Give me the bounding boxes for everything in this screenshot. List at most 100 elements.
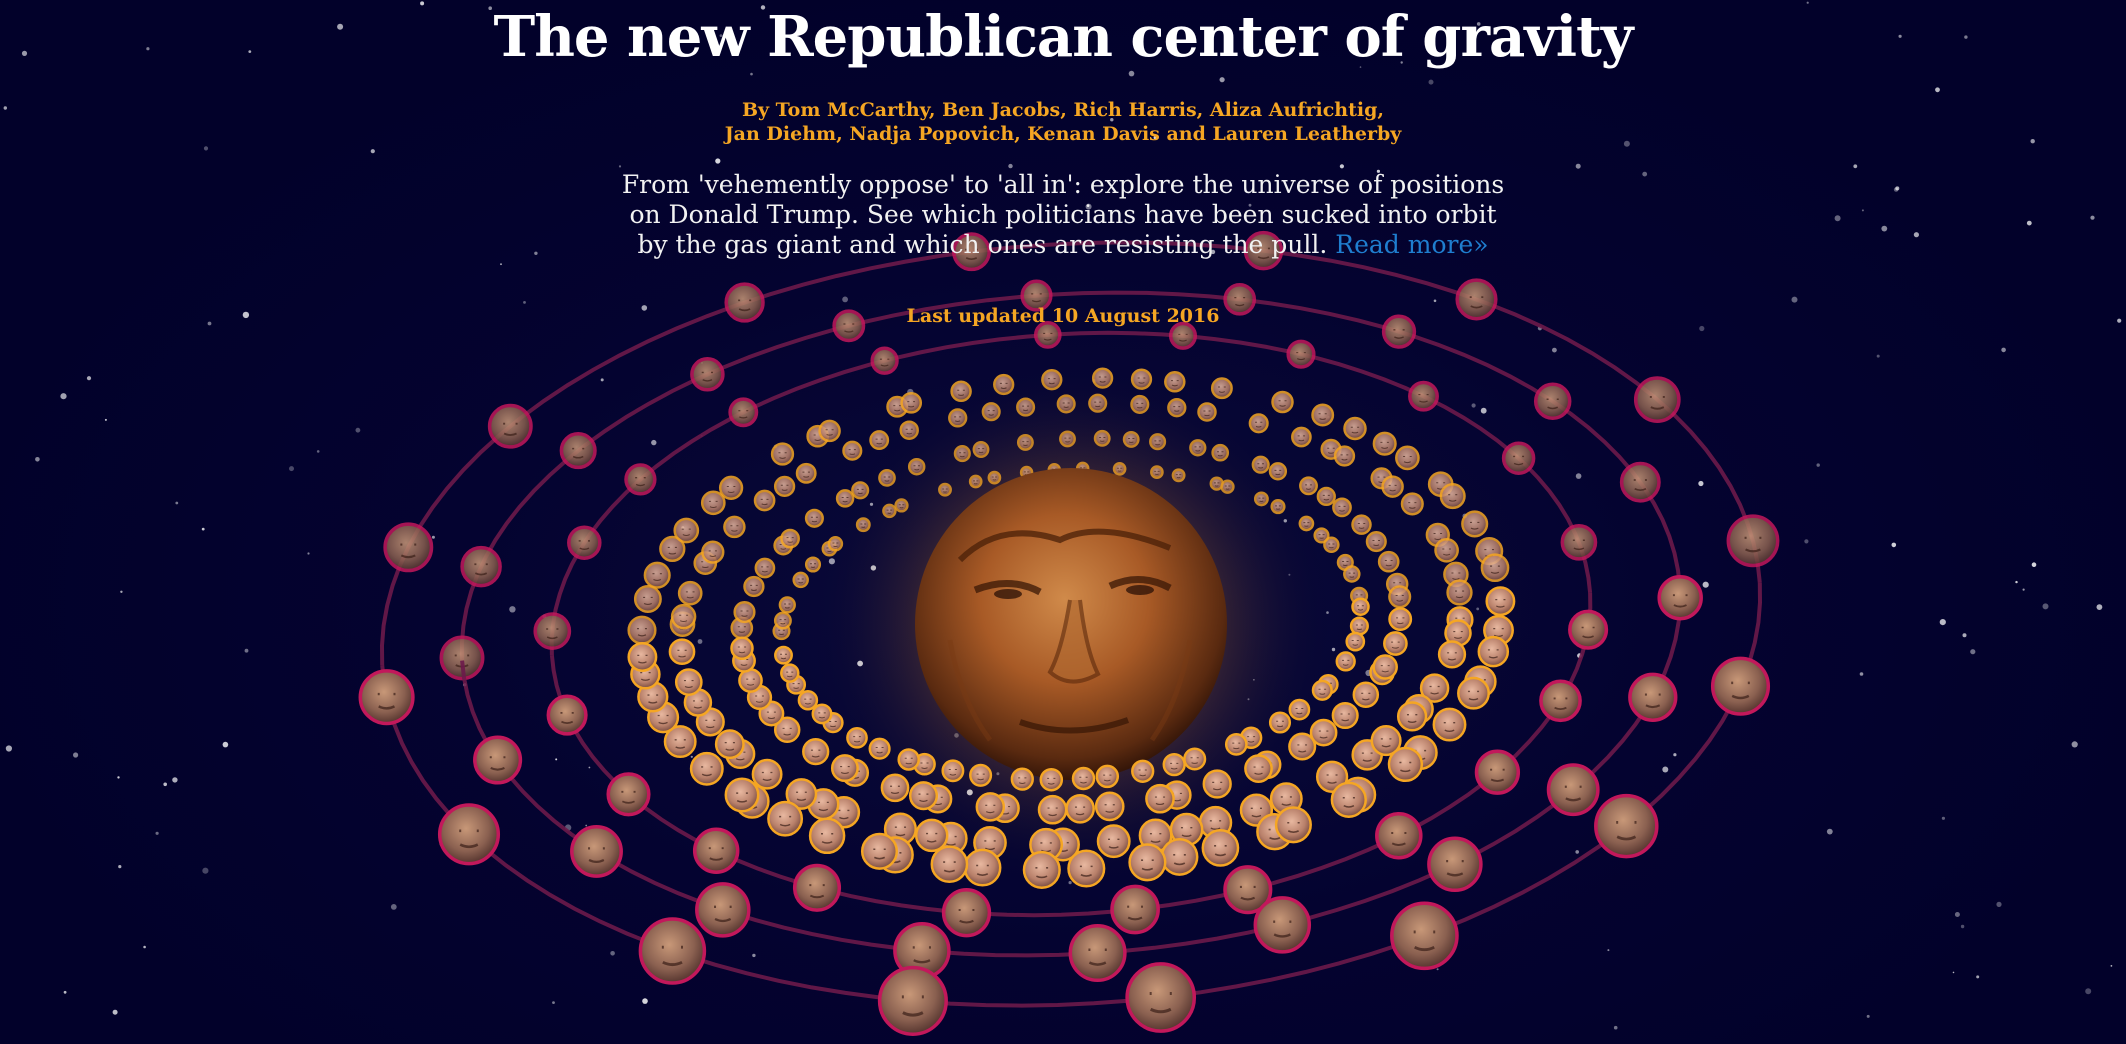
- politician-avatar-icon[interactable]: [724, 282, 765, 323]
- politician-avatar-icon[interactable]: [1546, 763, 1600, 817]
- politician-avatar-icon[interactable]: [1201, 829, 1240, 867]
- politician-avatar-icon[interactable]: [659, 535, 686, 563]
- politician-avatar-icon[interactable]: [1291, 426, 1312, 448]
- politician-avatar-icon[interactable]: [1375, 811, 1423, 860]
- politician-avatar-icon[interactable]: [1568, 609, 1609, 650]
- politician-avatar-icon[interactable]: [877, 965, 948, 1036]
- politician-avatar-icon[interactable]: [383, 522, 434, 573]
- politician-avatar-icon[interactable]: [1432, 707, 1467, 742]
- politician-avatar-icon[interactable]: [1381, 475, 1404, 498]
- politician-avatar-icon[interactable]: [808, 817, 846, 855]
- politician-avatar-icon[interactable]: [930, 845, 969, 884]
- politician-avatar-icon[interactable]: [1330, 781, 1367, 818]
- politician-avatar-icon[interactable]: [1223, 865, 1273, 915]
- politician-avatar-icon[interactable]: [1022, 850, 1061, 889]
- politician-avatar-icon[interactable]: [1335, 651, 1356, 672]
- politician-avatar-icon[interactable]: [846, 726, 868, 749]
- politician-avatar-icon[interactable]: [941, 888, 992, 938]
- politician-avatar-icon[interactable]: [1485, 586, 1516, 617]
- politician-avatar-icon[interactable]: [487, 403, 533, 449]
- politician-avatar-icon[interactable]: [677, 580, 703, 606]
- politician-avatar-icon[interactable]: [1351, 514, 1372, 535]
- politician-avatar-icon[interactable]: [624, 463, 657, 496]
- politician-avatar-icon[interactable]: [567, 525, 602, 560]
- politician-avatar-icon[interactable]: [1365, 531, 1387, 553]
- politician-avatar-icon[interactable]: [1370, 725, 1402, 757]
- politician-avatar-icon[interactable]: [802, 737, 830, 766]
- politician-avatar-icon[interactable]: [1125, 962, 1197, 1033]
- politician-avatar-icon[interactable]: [1343, 565, 1361, 583]
- politician-avatar-icon[interactable]: [1160, 837, 1199, 876]
- politician-avatar-icon[interactable]: [1168, 321, 1198, 350]
- politician-avatar-icon[interactable]: [670, 603, 697, 630]
- politician-avatar-icon[interactable]: [1071, 766, 1096, 791]
- politician-avatar-icon[interactable]: [1387, 746, 1424, 783]
- politician-avatar-icon[interactable]: [1210, 377, 1233, 400]
- politician-avatar-icon[interactable]: [701, 540, 725, 564]
- politician-avatar-icon[interactable]: [1395, 445, 1420, 471]
- politician-avatar-icon[interactable]: [638, 917, 707, 985]
- politician-avatar-icon[interactable]: [663, 725, 697, 759]
- politician-avatar-icon[interactable]: [1446, 579, 1473, 606]
- politician-avatar-icon[interactable]: [780, 528, 800, 549]
- politician-avatar-icon[interactable]: [1372, 431, 1397, 456]
- politician-avatar-icon[interactable]: [1594, 793, 1659, 859]
- politician-avatar-icon[interactable]: [1377, 550, 1400, 573]
- politician-avatar-icon[interactable]: [1352, 681, 1380, 708]
- politician-avatar-icon[interactable]: [1400, 492, 1424, 516]
- politician-avatar-icon[interactable]: [1128, 843, 1167, 882]
- politician-avatar-icon[interactable]: [700, 490, 726, 516]
- politician-avatar-icon[interactable]: [689, 751, 724, 786]
- politician-avatar-icon[interactable]: [1244, 754, 1273, 783]
- politician-avatar-icon[interactable]: [1183, 747, 1207, 771]
- politician-avatar-icon[interactable]: [1068, 923, 1127, 983]
- politician-avatar-icon[interactable]: [1533, 382, 1572, 420]
- politician-avatar-icon[interactable]: [1033, 321, 1062, 349]
- politician-avatar-icon[interactable]: [633, 585, 662, 613]
- politician-avatar-icon[interactable]: [1288, 732, 1317, 761]
- politician-avatar-icon[interactable]: [1455, 278, 1498, 321]
- politician-avatar-icon[interactable]: [1477, 635, 1510, 668]
- politician-avatar-icon[interactable]: [1332, 497, 1352, 518]
- politician-avatar-icon[interactable]: [1657, 574, 1703, 621]
- politician-avatar-icon[interactable]: [733, 601, 756, 624]
- politician-avatar-icon[interactable]: [559, 432, 597, 470]
- politician-avatar-icon[interactable]: [770, 442, 795, 466]
- politician-avatar-icon[interactable]: [1162, 752, 1186, 777]
- politician-avatar-icon[interactable]: [533, 612, 572, 650]
- politician-avatar-icon[interactable]: [1388, 607, 1413, 632]
- politician-avatar-icon[interactable]: [1316, 486, 1336, 507]
- politician-avatar-icon[interactable]: [1333, 445, 1356, 467]
- politician-avatar-icon[interactable]: [908, 781, 939, 811]
- politician-avatar-icon[interactable]: [1223, 282, 1257, 316]
- politician-avatar-icon[interactable]: [714, 729, 745, 760]
- politician-avatar-icon[interactable]: [1408, 380, 1439, 412]
- politician-avatar-icon[interactable]: [1286, 339, 1316, 369]
- politician-avatar-icon[interactable]: [773, 611, 792, 630]
- politician-avatar-icon[interactable]: [1381, 314, 1417, 349]
- politician-avatar-icon[interactable]: [1094, 791, 1125, 822]
- politician-avatar-icon[interactable]: [868, 737, 891, 760]
- politician-avatar-icon[interactable]: [1349, 616, 1369, 636]
- politician-avatar-icon[interactable]: [1419, 673, 1450, 703]
- politician-avatar-icon[interactable]: [643, 561, 671, 589]
- politician-avatar-icon[interactable]: [1253, 896, 1312, 954]
- politician-avatar-icon[interactable]: [914, 818, 949, 853]
- politician-avatar-icon[interactable]: [1474, 749, 1521, 795]
- politician-avatar-icon[interactable]: [1396, 701, 1428, 732]
- politician-avatar-icon[interactable]: [897, 748, 920, 771]
- politician-avatar-icon[interactable]: [1501, 441, 1536, 475]
- politician-avatar-icon[interactable]: [1372, 654, 1398, 680]
- politician-avatar-icon[interactable]: [1351, 597, 1370, 616]
- politician-avatar-icon[interactable]: [952, 232, 991, 272]
- politician-avatar-icon[interactable]: [795, 462, 817, 484]
- politician-avatar-icon[interactable]: [963, 848, 1002, 887]
- politician-avatar-icon[interactable]: [797, 689, 819, 711]
- politician-avatar-icon[interactable]: [1560, 523, 1598, 561]
- politician-avatar-icon[interactable]: [1343, 416, 1367, 441]
- politician-avatar-icon[interactable]: [358, 669, 415, 726]
- politician-avatar-icon[interactable]: [460, 545, 502, 588]
- politician-avatar-icon[interactable]: [1480, 553, 1510, 583]
- politician-avatar-icon[interactable]: [1390, 901, 1459, 971]
- politician-avatar-icon[interactable]: [1202, 769, 1232, 799]
